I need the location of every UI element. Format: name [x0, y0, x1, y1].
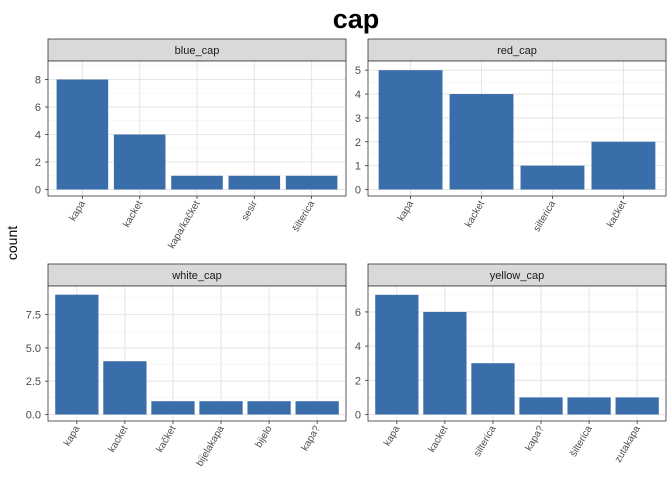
y-tick-label: 2.5 — [26, 376, 41, 388]
x-tick-label: kapa? — [523, 424, 546, 453]
y-tick-label: 0.0 — [26, 410, 41, 422]
facet-panel-white_cap: white_cap 0.0 2.5 5.0 7.5 kapa kacket kačket bij… — [26, 263, 347, 469]
bar-kapa? — [519, 397, 563, 415]
panel-border — [47, 285, 347, 422]
y-tick-label: 5.0 — [26, 343, 41, 355]
panel-border — [47, 60, 347, 197]
y-tick-label: 7.5 — [26, 310, 41, 322]
facet-strip-label: red_cap — [497, 45, 537, 57]
bar-kapa — [378, 70, 443, 190]
y-tick-label: 2 — [35, 157, 41, 169]
bar-sesir — [228, 175, 281, 190]
bar-kacket — [113, 134, 166, 190]
panel-border — [367, 285, 667, 422]
x-tick-label: kapa — [382, 424, 403, 449]
y-axis-label: count — [4, 226, 20, 260]
bar-kačket — [151, 401, 195, 415]
bar-kapa/kačket — [171, 175, 223, 190]
x-tick-label: kacket — [427, 424, 451, 455]
facet-strip-label: white_cap — [171, 270, 222, 282]
bar-kapa — [375, 294, 419, 415]
x-tick-label: bijelo — [253, 424, 274, 450]
bar-zutakapa — [615, 397, 659, 415]
x-tick-label: silterica — [472, 424, 499, 459]
y-tick-label: 8 — [35, 75, 41, 87]
x-tick-label: kacket — [107, 424, 131, 455]
bar-kapa — [56, 79, 109, 190]
panel-border — [367, 60, 667, 197]
x-tick-label: kapa? — [300, 424, 323, 453]
bar-silterica — [471, 363, 515, 415]
bar-silterica — [520, 165, 585, 190]
y-tick-label: 2 — [355, 137, 361, 149]
y-tick-label: 4 — [355, 89, 361, 101]
x-tick-label: kačket — [605, 199, 629, 230]
y-tick-label: 4 — [355, 341, 361, 353]
bar-kacket — [449, 94, 514, 190]
bar-kapa — [55, 294, 99, 415]
x-tick-label: kapa — [68, 199, 89, 224]
y-tick-label: 1 — [355, 161, 361, 173]
bar-šilterica — [567, 397, 611, 415]
bar-kacket — [423, 311, 467, 415]
facet-panel-blue_cap: blue_cap 0 2 4 6 8 kapa kacket kapa/kačket sesir š… — [35, 38, 347, 251]
x-tick-label: kacket — [463, 199, 487, 230]
bar-šilterica — [285, 175, 338, 190]
y-tick-label: 6 — [355, 307, 361, 319]
facet-panels: blue_cap 0 2 4 6 8 kapa kacket kapa/kačket sesir š… — [26, 38, 667, 469]
y-tick-label: 2 — [355, 375, 361, 387]
y-tick-label: 6 — [35, 102, 41, 114]
x-tick-label: kapa — [62, 424, 83, 449]
x-tick-label: šilterica — [291, 199, 318, 234]
y-tick-label: 4 — [35, 130, 41, 142]
y-tick-label: 0 — [35, 185, 41, 197]
bar-kapa? — [295, 401, 339, 415]
x-tick-label: bijelakapa — [195, 424, 227, 469]
facet-strip-label: yellow_cap — [490, 270, 544, 282]
bar-bijelakapa — [199, 401, 243, 415]
facet-panel-red_cap: red_cap 0 1 2 3 4 5 kapa kacket silterica kačket — [355, 38, 667, 234]
y-tick-label: 0 — [355, 185, 361, 197]
x-tick-label: kacket — [121, 199, 145, 230]
facet-strip-label: blue_cap — [175, 45, 220, 57]
y-tick-label: 5 — [355, 65, 361, 77]
bar-kacket — [103, 361, 147, 415]
x-tick-label: zutakapa — [613, 424, 643, 465]
x-tick-label: kačket — [155, 424, 179, 455]
x-tick-label: kapa/kačket — [166, 199, 202, 251]
y-tick-label: 3 — [355, 113, 361, 125]
x-tick-label: silterica — [532, 199, 559, 234]
facet-panel-yellow_cap: yellow_cap 0 2 4 6 kapa kacket silterica kapa? ši… — [355, 263, 667, 465]
x-tick-label: sesir — [240, 198, 260, 222]
x-tick-label: šilterica — [568, 424, 595, 459]
x-tick-label: kapa — [396, 199, 417, 224]
y-tick-label: 0 — [355, 410, 361, 422]
bar-bijelo — [247, 401, 291, 415]
chart-title: cap — [333, 4, 380, 34]
bar-kačket — [591, 141, 656, 190]
